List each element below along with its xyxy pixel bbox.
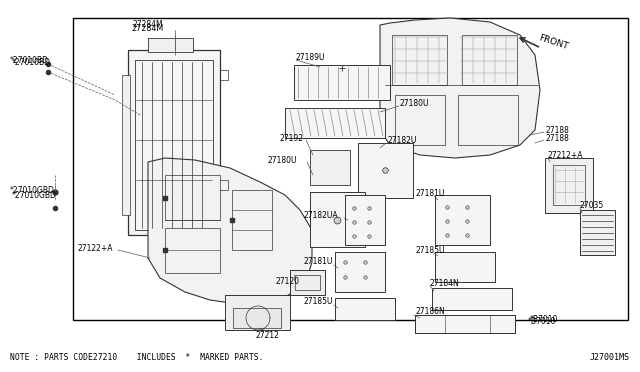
- Bar: [580, 210, 615, 255]
- Text: 27184N: 27184N: [430, 279, 460, 288]
- Text: 27185U: 27185U: [303, 298, 333, 307]
- Text: NOTE : PARTS CODE27210    INCLUDES  *  MARKED PARTS.: NOTE : PARTS CODE27210 INCLUDES * MARKED…: [10, 353, 264, 362]
- Bar: [295, 275, 320, 290]
- Bar: [415, 315, 445, 333]
- Text: 27212: 27212: [255, 330, 279, 340]
- Text: 27180U: 27180U: [400, 99, 429, 108]
- Bar: [435, 195, 490, 245]
- Text: 27188: 27188: [545, 125, 569, 135]
- Text: 27188: 27188: [545, 134, 569, 142]
- Bar: [432, 288, 512, 310]
- Bar: [285, 108, 385, 138]
- Text: 27180U: 27180U: [267, 155, 296, 164]
- Text: J27001MS: J27001MS: [590, 353, 630, 362]
- Text: 27035: 27035: [580, 201, 604, 209]
- Text: *B7010: *B7010: [530, 315, 558, 324]
- Text: 27212+A: 27212+A: [548, 151, 584, 160]
- Text: 27122+A: 27122+A: [78, 244, 113, 253]
- Text: 27189U: 27189U: [296, 52, 326, 61]
- Bar: [135, 60, 213, 230]
- Bar: [294, 65, 390, 100]
- Bar: [490, 315, 515, 333]
- Text: 27120: 27120: [275, 278, 299, 286]
- Bar: [290, 270, 325, 295]
- Bar: [435, 252, 495, 282]
- Bar: [335, 252, 385, 292]
- Text: 27186N: 27186N: [415, 308, 445, 317]
- Bar: [148, 228, 193, 243]
- Text: *27010GBD: *27010GBD: [10, 186, 55, 195]
- Bar: [553, 165, 585, 205]
- Text: *27010BD: *27010BD: [12, 58, 51, 67]
- Text: 27181U: 27181U: [303, 257, 332, 266]
- Bar: [458, 95, 518, 145]
- Bar: [310, 192, 365, 247]
- Bar: [415, 315, 515, 333]
- Bar: [545, 158, 593, 213]
- Bar: [128, 50, 220, 235]
- Text: *B7010: *B7010: [528, 317, 556, 327]
- Text: 27192: 27192: [280, 134, 304, 142]
- Bar: [345, 195, 385, 245]
- Bar: [165, 175, 220, 220]
- Bar: [148, 38, 193, 52]
- Bar: [233, 308, 281, 328]
- Bar: [225, 295, 290, 330]
- Text: 27181U: 27181U: [415, 189, 444, 198]
- Text: 27182UA: 27182UA: [303, 211, 338, 219]
- Text: 27182U: 27182U: [387, 135, 417, 144]
- Bar: [462, 35, 517, 85]
- Bar: [335, 298, 395, 320]
- Bar: [310, 150, 350, 185]
- Text: *27010GBD: *27010GBD: [12, 190, 57, 199]
- Bar: [232, 190, 272, 250]
- Polygon shape: [380, 18, 540, 158]
- Text: 27284M: 27284M: [132, 23, 164, 32]
- Text: 27284M: 27284M: [132, 19, 163, 29]
- Polygon shape: [148, 158, 312, 305]
- Text: FRONT: FRONT: [538, 33, 570, 51]
- Bar: [395, 95, 445, 145]
- Text: *27010BD: *27010BD: [10, 55, 49, 64]
- Bar: [165, 228, 220, 273]
- Text: 27185U: 27185U: [415, 246, 445, 254]
- Bar: [392, 35, 447, 85]
- Bar: [73, 18, 628, 320]
- Bar: [122, 75, 130, 215]
- Bar: [358, 143, 413, 198]
